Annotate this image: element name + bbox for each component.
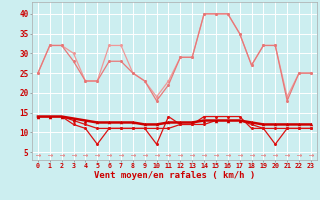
X-axis label: Vent moyen/en rafales ( km/h ): Vent moyen/en rafales ( km/h ) xyxy=(94,171,255,180)
